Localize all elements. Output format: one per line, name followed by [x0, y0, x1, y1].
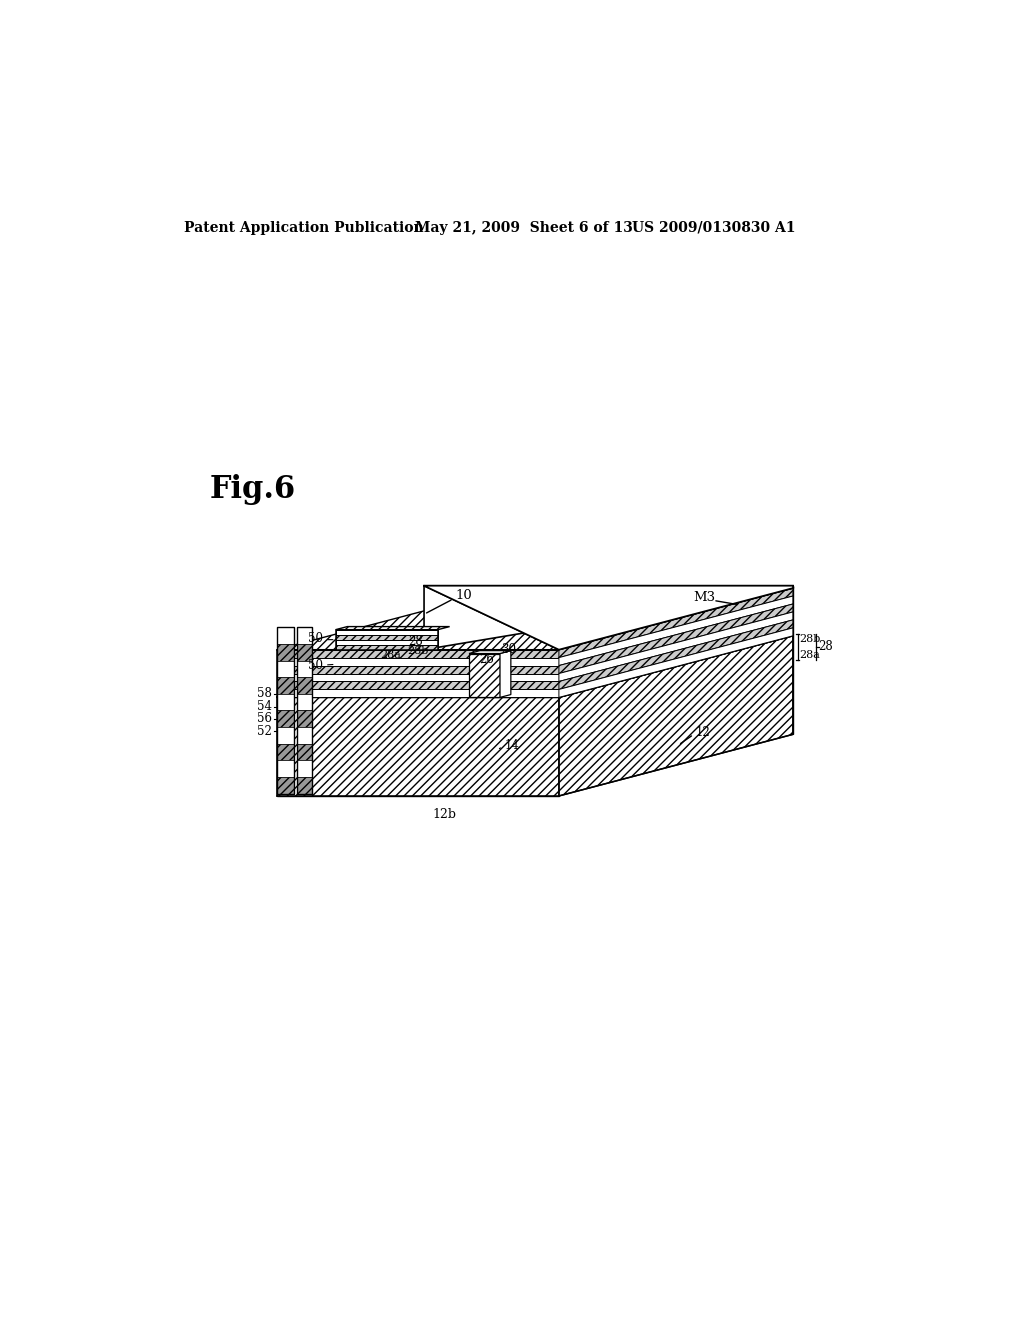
Polygon shape: [297, 760, 312, 777]
Polygon shape: [297, 743, 312, 760]
Text: 10: 10: [455, 589, 472, 602]
Polygon shape: [336, 635, 438, 640]
Polygon shape: [424, 586, 793, 649]
Polygon shape: [500, 651, 511, 697]
Polygon shape: [276, 694, 294, 710]
Polygon shape: [297, 777, 312, 793]
Polygon shape: [424, 586, 793, 649]
Polygon shape: [297, 660, 312, 677]
Text: 50: 50: [308, 659, 324, 672]
Polygon shape: [297, 644, 312, 660]
Text: 56: 56: [257, 713, 272, 726]
Text: Fig.6: Fig.6: [209, 474, 296, 506]
Polygon shape: [559, 628, 793, 697]
Text: May 21, 2009  Sheet 6 of 13: May 21, 2009 Sheet 6 of 13: [415, 220, 633, 235]
Polygon shape: [276, 760, 294, 777]
Polygon shape: [276, 677, 294, 694]
Polygon shape: [336, 640, 438, 644]
Polygon shape: [276, 665, 559, 673]
Polygon shape: [336, 627, 450, 630]
Text: 26: 26: [479, 653, 494, 667]
Text: M3: M3: [693, 591, 716, 603]
Text: 28a: 28a: [380, 649, 400, 660]
Text: 14: 14: [505, 739, 519, 751]
Polygon shape: [297, 710, 312, 727]
Polygon shape: [276, 727, 294, 743]
Text: 28a: 28a: [799, 649, 820, 660]
Text: 50: 50: [308, 631, 324, 644]
Polygon shape: [297, 677, 312, 694]
Polygon shape: [297, 627, 312, 644]
Text: 54: 54: [257, 700, 272, 713]
Polygon shape: [559, 589, 793, 657]
Text: 30: 30: [501, 643, 516, 656]
Polygon shape: [469, 653, 500, 697]
Polygon shape: [276, 681, 559, 689]
Text: Patent Application Publication: Patent Application Publication: [183, 220, 424, 235]
Text: 28: 28: [409, 635, 423, 648]
Polygon shape: [276, 710, 294, 727]
Polygon shape: [276, 660, 294, 677]
Polygon shape: [276, 689, 559, 697]
Polygon shape: [276, 657, 559, 665]
Polygon shape: [559, 620, 793, 689]
Text: 28: 28: [818, 640, 833, 653]
Polygon shape: [276, 589, 793, 649]
Polygon shape: [336, 644, 438, 649]
Polygon shape: [559, 636, 793, 796]
Polygon shape: [559, 605, 793, 673]
Polygon shape: [276, 649, 559, 657]
Text: 28b: 28b: [407, 647, 428, 656]
Text: 52: 52: [257, 725, 272, 738]
Polygon shape: [276, 644, 294, 660]
Text: US 2009/0130830 A1: US 2009/0130830 A1: [632, 220, 796, 235]
Polygon shape: [276, 743, 294, 760]
Polygon shape: [559, 612, 793, 681]
Polygon shape: [424, 586, 793, 649]
Polygon shape: [469, 651, 511, 653]
Polygon shape: [276, 636, 793, 697]
Polygon shape: [276, 627, 294, 644]
Polygon shape: [276, 673, 559, 681]
Text: 58: 58: [257, 686, 272, 700]
Text: 12: 12: [695, 726, 710, 739]
Polygon shape: [297, 727, 312, 743]
Polygon shape: [336, 630, 438, 635]
Polygon shape: [297, 694, 312, 710]
Text: 12b: 12b: [432, 808, 457, 821]
Text: 28b: 28b: [799, 634, 820, 644]
Polygon shape: [276, 697, 559, 796]
Polygon shape: [276, 777, 294, 793]
Polygon shape: [559, 597, 793, 665]
